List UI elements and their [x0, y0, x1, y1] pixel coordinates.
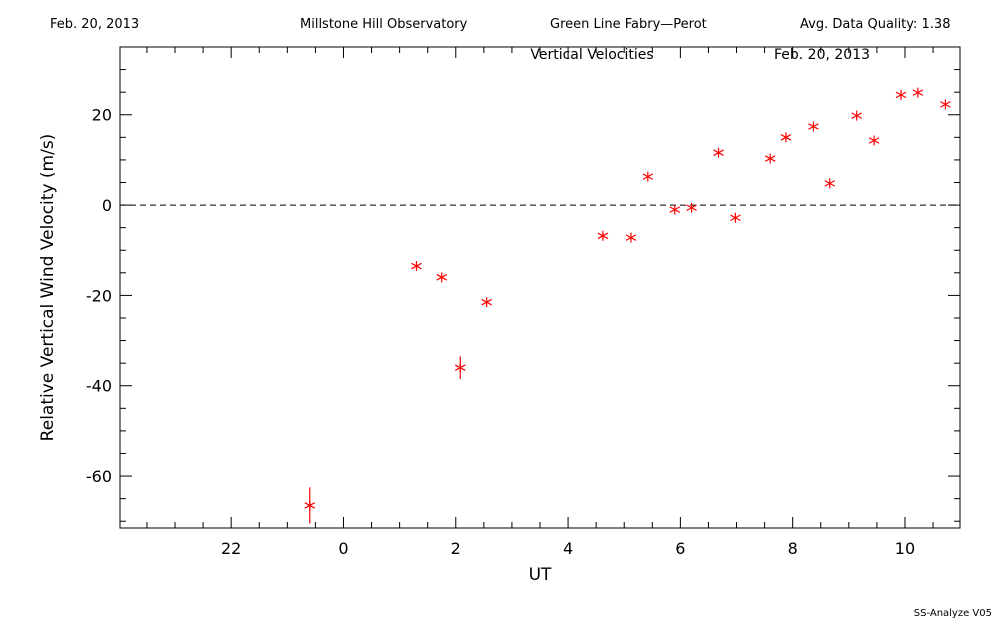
data-point	[912, 87, 924, 98]
data-point	[642, 171, 654, 182]
asterisk-stroke	[868, 137, 880, 144]
chart-title: Vertical Velocities	[530, 47, 653, 63]
data-point	[868, 135, 880, 146]
header-date: Feb. 20, 2013	[50, 17, 140, 32]
y-tick-label: -20	[86, 286, 112, 305]
asterisk-stroke	[481, 298, 492, 306]
plot-frame	[119, 46, 961, 529]
footer-version: SS-Analyze V05	[913, 608, 992, 619]
chart-subtitle: Feb. 20, 2013	[774, 47, 870, 63]
data-point	[713, 147, 724, 158]
x-tick-label: 4	[563, 539, 573, 558]
y-tick-label: -60	[86, 467, 112, 486]
data-point	[625, 232, 637, 243]
asterisk-stroke	[808, 123, 819, 130]
data-point	[824, 178, 836, 189]
x-axis-label: UT	[529, 565, 552, 585]
asterisk-stroke	[730, 214, 741, 221]
data-point	[597, 230, 609, 241]
data-point	[851, 110, 862, 121]
data-point	[764, 153, 776, 164]
x-tick-label: 6	[675, 539, 685, 558]
asterisk-stroke	[436, 274, 448, 281]
asterisk-stroke	[454, 364, 466, 371]
asterisk-stroke	[625, 234, 637, 241]
data-point	[481, 297, 492, 308]
data-point	[669, 204, 681, 215]
asterisk-stroke	[713, 149, 724, 156]
data-point	[780, 132, 792, 143]
asterisk-stroke	[597, 232, 609, 240]
data-point	[730, 212, 741, 223]
asterisk-stroke	[851, 112, 862, 119]
asterisk-stroke	[411, 262, 422, 270]
asterisk-stroke	[304, 502, 316, 509]
asterisk-stroke	[642, 173, 654, 180]
asterisk-stroke	[780, 134, 792, 141]
y-axis-label: Relative Vertical Wind Velocity (m/s)	[38, 134, 58, 442]
y-tick-label: 0	[102, 196, 112, 215]
asterisk-stroke	[669, 206, 681, 213]
data-point	[436, 272, 448, 283]
data-point	[940, 99, 951, 110]
asterisk-stroke	[912, 89, 924, 96]
x-tick-label: 2	[451, 539, 461, 558]
data-point	[895, 89, 907, 100]
asterisk-stroke	[764, 155, 776, 162]
asterisk-stroke	[686, 204, 697, 212]
x-tick-label: 0	[338, 539, 348, 558]
header-instrument: Green Line Fabry—Perot	[550, 17, 707, 32]
data-point	[304, 487, 316, 524]
data-point	[454, 356, 466, 379]
header-data-quality: Avg. Data Quality: 1.38	[800, 17, 951, 32]
data-point	[808, 121, 819, 132]
x-tick-label: 22	[221, 539, 241, 558]
y-tick-label: 20	[92, 106, 112, 125]
header-observatory: Millstone Hill Observatory	[300, 17, 468, 32]
data-point	[411, 261, 422, 272]
x-tick-label: 10	[895, 539, 915, 558]
x-tick-label: 8	[788, 539, 798, 558]
asterisk-stroke	[940, 101, 951, 108]
asterisk-stroke	[824, 180, 836, 187]
data-point	[686, 202, 697, 213]
y-tick-label: -40	[86, 377, 112, 396]
asterisk-stroke	[895, 91, 907, 99]
